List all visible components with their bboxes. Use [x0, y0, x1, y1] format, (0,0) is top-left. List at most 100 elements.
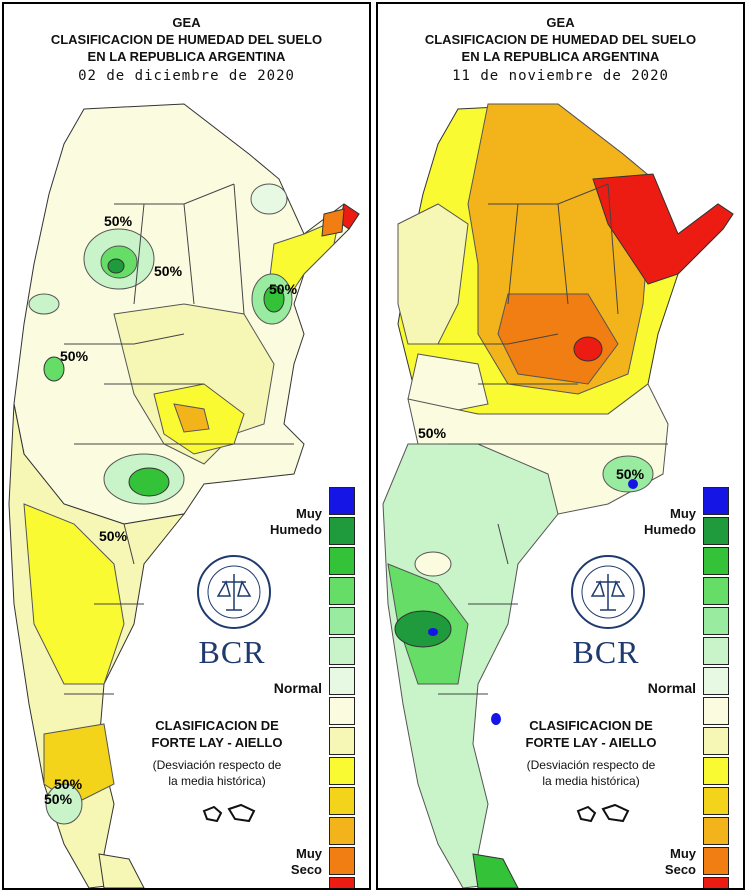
pale-region-west-2	[407, 353, 489, 415]
classification-title: FORTE LAY - AIELLO	[151, 735, 283, 750]
green-spot-6	[250, 183, 288, 215]
legend-cell	[703, 577, 729, 605]
legend-label-muy: Muy	[296, 506, 322, 521]
contour-label: 50%	[44, 791, 73, 807]
legend-cell	[329, 637, 355, 665]
legend-cell	[703, 847, 729, 875]
legend-cell	[703, 607, 729, 635]
legend-cell	[329, 487, 355, 515]
legend-cell	[703, 727, 729, 755]
contour-label: 50%	[269, 281, 298, 297]
legend-cell	[329, 547, 355, 575]
classification-subtitle: (Desviación respecto de	[526, 758, 656, 772]
legend-cell	[703, 697, 729, 725]
blue-spot-east	[628, 479, 638, 489]
contour-label: 50%	[99, 528, 128, 544]
green-spot-7	[45, 783, 83, 825]
green-spot-east	[602, 455, 654, 493]
classification-subtitle: la media histórica)	[542, 774, 640, 788]
legend-cell	[703, 787, 729, 815]
legend-cell	[703, 547, 729, 575]
legend-label-muy: Muy	[670, 846, 696, 861]
title-line-3: EN LA REPUBLICA ARGENTINA	[461, 49, 660, 64]
legend-label-seco: Seco	[664, 862, 696, 877]
green-spot-4	[43, 356, 65, 382]
legend-cell	[703, 517, 729, 545]
province-borders	[438, 183, 668, 695]
title-line-3: EN LA REPUBLICA ARGENTINA	[87, 49, 286, 64]
soil-moisture-map-right: 50% 50%	[382, 103, 734, 888]
legend-cell	[329, 757, 355, 785]
title-line-2: CLASIFICACION DE HUMEDAD DEL SUELO	[424, 32, 697, 47]
legend-cell	[703, 637, 729, 665]
legend-cell	[329, 817, 355, 845]
tierra-del-fuego-left	[98, 853, 145, 888]
legend-cell	[703, 487, 729, 515]
red-region-ne	[592, 173, 734, 285]
legend-label-humedo: Humedo	[270, 522, 322, 537]
map-panel-left: 50% 50% 50% 50% 50% 50% 50% GEA CLASIFIC…	[2, 2, 371, 890]
contour-label: 50%	[54, 776, 83, 792]
contour-label: 50%	[104, 213, 133, 229]
legend-cell	[329, 667, 355, 695]
legend-label-muy: Muy	[670, 506, 696, 521]
legend-color-scale	[703, 487, 733, 888]
legend-cell	[329, 607, 355, 635]
province-borders	[64, 183, 294, 695]
title-gea: GEA	[172, 15, 201, 30]
contour-label: 50%	[418, 425, 447, 441]
legend-cell	[329, 877, 355, 888]
green-spot-2b	[263, 285, 285, 313]
orange-area-ne	[321, 208, 345, 237]
title-gea: GEA	[546, 15, 575, 30]
bcr-seal-logo	[571, 555, 645, 629]
tierra-del-fuego-right	[472, 853, 519, 888]
malvinas-islands	[202, 803, 256, 823]
pale-green-region	[382, 443, 559, 888]
legend-cell	[329, 577, 355, 605]
malvinas-islands	[576, 803, 630, 823]
red-spot	[573, 336, 603, 362]
green-spot-south	[394, 610, 452, 648]
orange-area-1	[173, 403, 210, 433]
green-spot-1c	[107, 258, 125, 274]
legend-cell	[329, 727, 355, 755]
legend-label-seco: Seco	[290, 862, 322, 877]
blue-spot-south	[428, 628, 438, 636]
pale-spot-1	[414, 551, 452, 577]
map-date: 02 de diciembre de 2020	[78, 68, 295, 84]
contour-label: 50%	[154, 263, 183, 279]
bcr-logo-text: BCR	[198, 634, 266, 670]
green-spot-5	[28, 293, 60, 315]
classification-title: CLASIFICACION DE	[529, 718, 653, 733]
pale-region-west	[397, 203, 469, 345]
classification-subtitle: (Desviación respecto de	[152, 758, 282, 772]
classification-title: CLASIFICACION DE	[155, 718, 279, 733]
legend-label-normal: Normal	[647, 680, 696, 696]
green-spot-3b	[128, 467, 170, 497]
yellow-area-4	[23, 503, 125, 685]
legend-cell	[703, 817, 729, 845]
legend-color-scale	[329, 487, 359, 888]
classification-subtitle: la media histórica)	[168, 774, 266, 788]
map-date: 11 de noviembre de 2020	[452, 68, 669, 84]
classification-title: FORTE LAY - AIELLO	[525, 735, 657, 750]
soil-moisture-map-left: 50% 50% 50% 50% 50% 50% 50%	[8, 103, 360, 888]
legend-label-normal: Normal	[273, 680, 322, 696]
contour-label: 50%	[60, 348, 89, 364]
title-line-2: CLASIFICACION DE HUMEDAD DEL SUELO	[50, 32, 323, 47]
legend-cell	[703, 877, 729, 888]
legend-cell	[329, 517, 355, 545]
legend-cell	[329, 847, 355, 875]
contour-label: 50%	[616, 466, 645, 482]
legend-cell	[329, 697, 355, 725]
bcr-seal-logo	[197, 555, 271, 629]
blue-spot-coast	[491, 713, 501, 725]
bcr-logo-text: BCR	[572, 634, 640, 670]
legend-cell	[703, 757, 729, 785]
legend-label-muy: Muy	[296, 846, 322, 861]
map-panel-right: 50% 50% GEA CLASIFICACION DE HUMEDAD DEL…	[376, 2, 745, 890]
legend-label-humedo: Humedo	[644, 522, 696, 537]
legend-cell	[703, 667, 729, 695]
legend-cell	[329, 787, 355, 815]
